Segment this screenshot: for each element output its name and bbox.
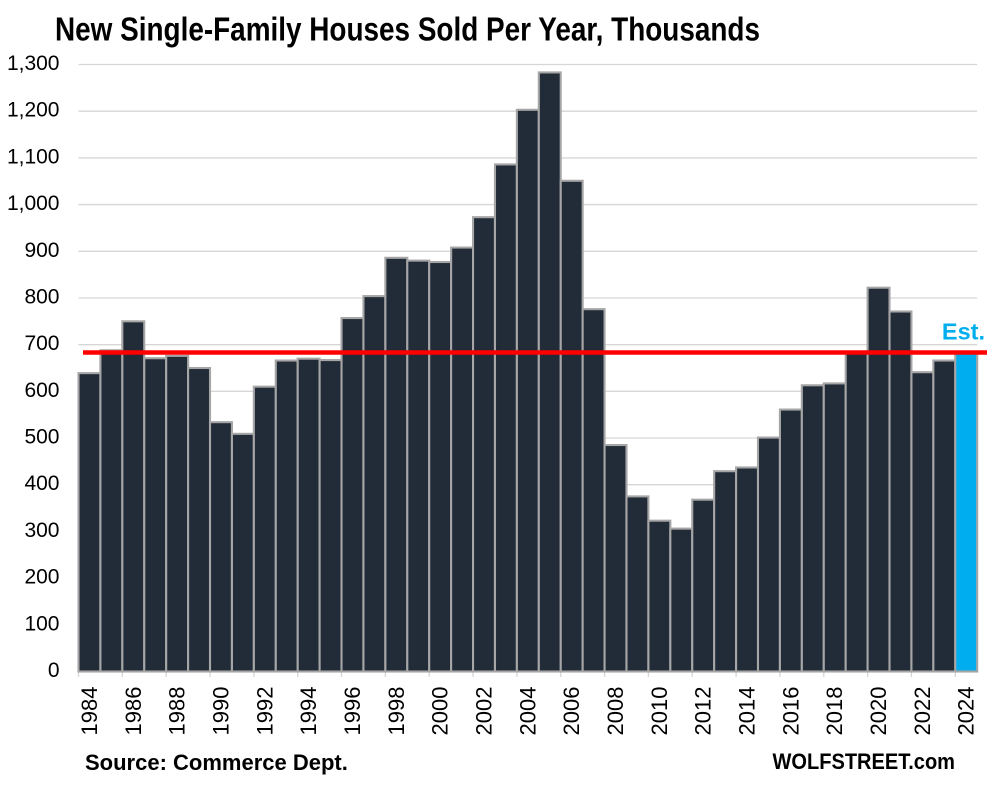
svg-text:1,300: 1,300 bbox=[7, 52, 60, 75]
svg-text:2006: 2006 bbox=[559, 687, 584, 736]
svg-text:600: 600 bbox=[24, 379, 59, 402]
svg-text:800: 800 bbox=[24, 286, 59, 309]
svg-text:1992: 1992 bbox=[252, 687, 277, 736]
svg-text:1984: 1984 bbox=[77, 687, 102, 736]
svg-text:2014: 2014 bbox=[735, 687, 760, 736]
svg-text:500: 500 bbox=[24, 426, 59, 449]
svg-text:1988: 1988 bbox=[165, 687, 190, 736]
svg-text:2012: 2012 bbox=[691, 687, 716, 736]
svg-text:0: 0 bbox=[48, 659, 60, 682]
svg-text:1,000: 1,000 bbox=[7, 192, 60, 215]
svg-text:300: 300 bbox=[24, 519, 59, 542]
svg-text:400: 400 bbox=[24, 472, 59, 495]
svg-text:2016: 2016 bbox=[778, 687, 803, 736]
svg-text:1990: 1990 bbox=[209, 687, 234, 736]
svg-text:1986: 1986 bbox=[121, 687, 146, 736]
svg-text:1,100: 1,100 bbox=[7, 145, 60, 168]
svg-text:100: 100 bbox=[24, 612, 59, 635]
svg-text:Source: Commerce Dept.: Source: Commerce Dept. bbox=[85, 750, 348, 775]
svg-text:1,200: 1,200 bbox=[7, 99, 60, 122]
svg-text:2004: 2004 bbox=[515, 687, 540, 736]
svg-text:Est.: Est. bbox=[942, 319, 985, 345]
svg-text:200: 200 bbox=[24, 566, 59, 589]
svg-text:2018: 2018 bbox=[822, 687, 847, 736]
svg-text:700: 700 bbox=[24, 332, 59, 355]
svg-text:1996: 1996 bbox=[340, 687, 365, 736]
svg-text:WOLFSTREET.com: WOLFSTREET.com bbox=[773, 749, 956, 774]
svg-text:New Single-Family Houses Sold: New Single-Family Houses Sold Per Year, … bbox=[55, 11, 760, 48]
svg-text:2024: 2024 bbox=[954, 687, 979, 736]
svg-text:1998: 1998 bbox=[384, 687, 409, 736]
svg-text:2008: 2008 bbox=[603, 687, 628, 736]
svg-text:2010: 2010 bbox=[647, 687, 672, 736]
svg-text:2000: 2000 bbox=[428, 687, 453, 736]
svg-text:1994: 1994 bbox=[296, 687, 321, 736]
svg-text:2002: 2002 bbox=[472, 687, 497, 736]
svg-text:2022: 2022 bbox=[910, 687, 935, 736]
svg-text:900: 900 bbox=[24, 239, 59, 262]
svg-text:2020: 2020 bbox=[866, 687, 891, 736]
